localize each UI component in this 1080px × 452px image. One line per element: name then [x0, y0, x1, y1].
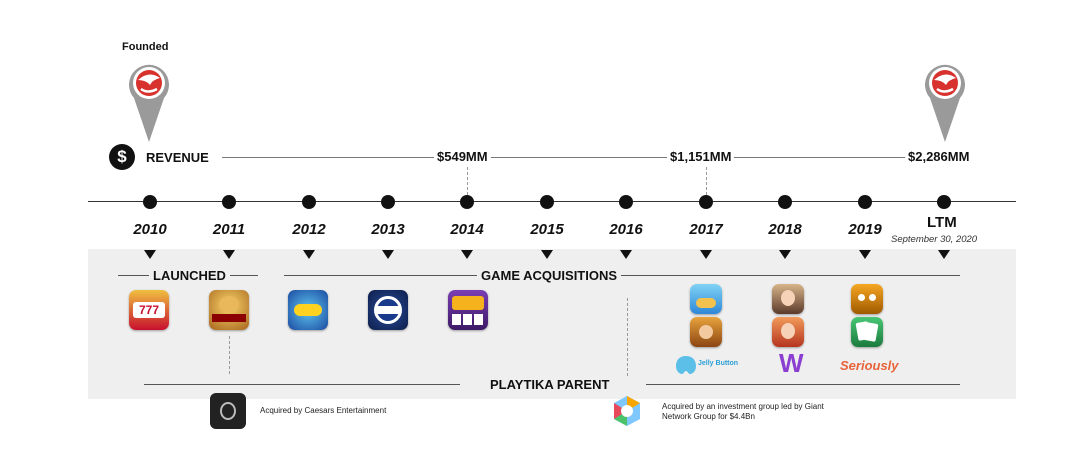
parent-line — [144, 384, 460, 385]
year-label: 2016 — [609, 221, 643, 238]
down-arrow-icon — [859, 250, 871, 259]
acquisitions-label: GAME ACQUISITIONS — [477, 268, 622, 283]
caesars-logo-icon — [210, 393, 246, 429]
launched-label: LAUNCHED — [149, 268, 230, 283]
revenue-value-ltm: $2,286MM — [905, 149, 973, 164]
timeline-dot — [143, 195, 157, 209]
revenue-value-2014: $549MM — [434, 149, 491, 164]
parent-label: PLAYTIKA PARENT — [490, 377, 610, 392]
year-label: 2013 — [371, 221, 405, 238]
giant-network-logo-icon — [614, 396, 640, 426]
revenue-value-2017: $1,151MM — [667, 149, 735, 164]
down-arrow-icon — [938, 250, 950, 259]
down-arrow-icon — [779, 250, 791, 259]
giant-network-acquisition-text: Acquired by an investment group led by G… — [662, 402, 824, 421]
timeline-dot — [858, 195, 872, 209]
timeline-dot — [699, 195, 713, 209]
acquisitions-line — [284, 275, 960, 276]
wsop-poker-icon — [368, 290, 408, 330]
down-arrow-icon — [620, 250, 632, 259]
wooga-logo: W — [779, 348, 804, 378]
down-arrow-icon — [144, 250, 156, 259]
down-arrow-icon — [461, 250, 473, 259]
ltm-label: LTM — [927, 214, 957, 231]
year-label: 2015 — [530, 221, 564, 238]
bingo-blitz-icon — [288, 290, 328, 330]
down-arrow-icon — [382, 250, 394, 259]
seriously-logo: Seriously — [840, 358, 899, 373]
parent-line — [646, 384, 960, 385]
timeline-dot — [302, 195, 316, 209]
revenue-connector — [706, 167, 707, 195]
revenue-connector — [467, 167, 468, 195]
ltm-date: September 30, 2020 — [891, 234, 978, 245]
timeline-dot — [619, 195, 633, 209]
timeline-dot — [937, 195, 951, 209]
ltm-pin-icon — [925, 64, 965, 142]
down-arrow-icon — [223, 250, 235, 259]
down-arrow-icon — [303, 250, 315, 259]
slotomania-icon: 777 — [129, 290, 169, 330]
year-label: 2012 — [292, 221, 326, 238]
timeline-dot — [460, 195, 474, 209]
house-of-fun-icon — [448, 290, 488, 330]
year-label: 2019 — [848, 221, 882, 238]
dollar-icon: $ — [109, 144, 135, 170]
solitaire-icon — [851, 317, 883, 347]
revenue-line — [222, 157, 964, 158]
revenue-label: REVENUE — [146, 150, 209, 165]
caesars-acquisition-text: Acquired by Caesars Entertainment — [260, 406, 387, 415]
down-arrow-icon — [541, 250, 553, 259]
timeline-dot — [540, 195, 554, 209]
down-arrow-icon — [700, 250, 712, 259]
timeline-dot — [222, 195, 236, 209]
caesars-slots-icon — [209, 290, 249, 330]
pearls-peril-icon — [772, 317, 804, 347]
year-label: 2018 — [768, 221, 802, 238]
parent-connector — [229, 336, 230, 374]
june-journey-icon — [772, 284, 804, 314]
founded-label: Founded — [122, 41, 169, 53]
parent-connector — [627, 298, 628, 376]
pirate-kings-icon — [690, 284, 722, 314]
year-label: 2010 — [133, 221, 167, 238]
best-fiends-icon — [851, 284, 883, 314]
timeline-dot — [778, 195, 792, 209]
timeline-dot — [381, 195, 395, 209]
year-label: 2011 — [212, 221, 246, 238]
year-label: 2017 — [689, 221, 723, 238]
year-label: 2014 — [450, 221, 484, 238]
jelly-button-logo-icon — [676, 356, 696, 374]
board-kings-icon — [690, 317, 722, 347]
jelly-button-logo-text: Jelly Button — [698, 360, 739, 367]
founded-pin-icon — [129, 64, 169, 142]
